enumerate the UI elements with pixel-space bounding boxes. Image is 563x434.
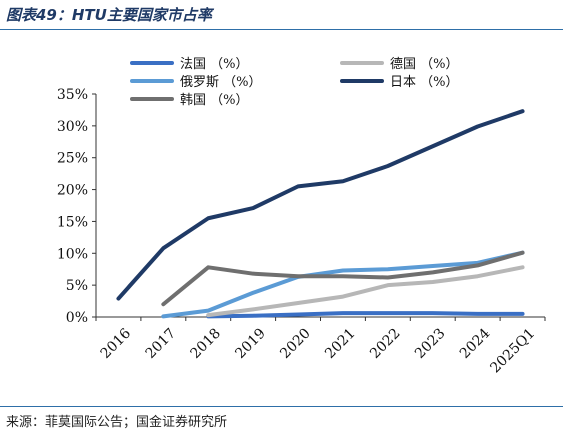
legend-label-japan: 日本 （%） — [390, 75, 459, 90]
y-tick-label: 5% — [66, 278, 88, 294]
footer-divider — [0, 406, 563, 407]
source-note: 来源：菲莫国际公告；国金证券研究所 — [6, 415, 228, 430]
x-tick-label: 2024 — [457, 325, 494, 362]
series-line-japan — [116, 109, 525, 301]
series-line-korea — [161, 250, 525, 307]
figure-title: 图表49：HTU主要国家市占率 — [6, 6, 212, 24]
title-divider — [0, 29, 563, 30]
y-tick-label: 0% — [66, 310, 88, 326]
y-tick-label: 10% — [57, 246, 88, 262]
legend-label-korea: 韩国 （%） — [180, 93, 249, 108]
series-line-france — [206, 311, 525, 319]
x-tick-label: 2025Q1 — [487, 325, 538, 376]
legend-label-germany: 德国 （%） — [390, 57, 459, 72]
x-tick-label: 2022 — [367, 325, 404, 362]
x-tick-label: 2020 — [277, 325, 314, 362]
y-tick-label: 15% — [57, 214, 88, 230]
x-tick-label: 2018 — [187, 325, 224, 362]
y-tick-label: 30% — [57, 119, 88, 135]
y-tick-label: 35% — [57, 87, 88, 103]
legend: 法国 （%） 德国 （%） 俄罗斯 （%） 日本 （%） 韩国 （%） — [130, 57, 459, 108]
legend-label-france: 法国 （%） — [180, 57, 249, 72]
y-tick-label: 25% — [57, 151, 88, 167]
series-line-russia — [161, 250, 525, 319]
series-line-germany — [206, 265, 525, 318]
x-tick-label: 2021 — [322, 325, 359, 362]
x-tick-label: 2023 — [412, 325, 449, 362]
x-tick-label: 2017 — [143, 325, 180, 362]
x-tick-label: 2016 — [98, 325, 135, 362]
y-tick-label: 20% — [57, 183, 88, 199]
x-tick-label: 2019 — [232, 325, 269, 362]
series-lines — [116, 109, 525, 319]
legend-label-russia: 俄罗斯 （%） — [180, 75, 262, 90]
